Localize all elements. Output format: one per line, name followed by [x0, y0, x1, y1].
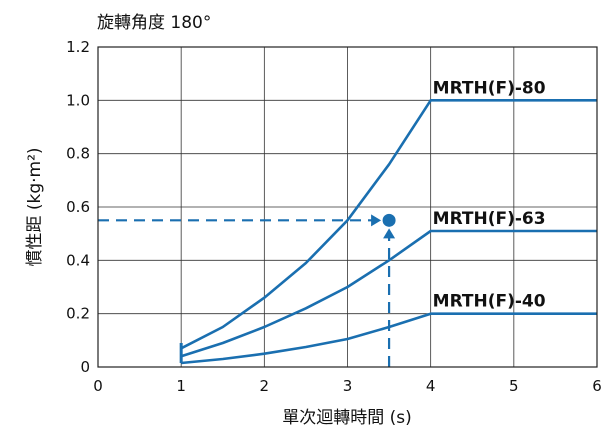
x-tick-label: 2 [260, 377, 270, 395]
y-tick-label: 0.4 [66, 251, 90, 269]
x-axis-title: 單次迴轉時間 (s) [282, 408, 412, 428]
x-tick-label: 0 [93, 377, 103, 395]
series-label-mrth-f-80: MRTH(F)-80 [433, 78, 546, 98]
x-tick-label: 1 [176, 377, 186, 395]
tick-labels: 0 1 2 3 4 5 6 0 0.2 0.4 0.6 0.8 1.0 1.2 [66, 38, 602, 395]
plot-frame [97, 46, 598, 368]
example-point [382, 213, 396, 227]
series-label-mrth-f-40: MRTH(F)-40 [433, 292, 546, 312]
series-label-mrth-f-63: MRTH(F)-63 [433, 209, 546, 229]
series-line-mrth-f-63 [180, 229, 597, 358]
example-arrow-up [383, 228, 396, 239]
y-axis-title: 慣性距 (kg·m²) [25, 147, 45, 266]
chart-subtitle: 旋轉角度 180° [97, 13, 211, 33]
x-tick-label: 5 [509, 377, 519, 395]
x-tick-label: 3 [343, 377, 353, 395]
y-tick-label: 0.6 [66, 198, 90, 216]
series-line-mrth-f-40 [181, 312, 597, 365]
series-line-mrth-f-80 [180, 99, 597, 350]
y-tick-label: 1.0 [66, 91, 90, 109]
x-tick-label: 6 [592, 377, 602, 395]
example-arrow-right [371, 214, 382, 227]
y-tick-label: 0.2 [66, 305, 90, 323]
x-tick-label: 4 [426, 377, 436, 395]
series-lines: MRTH(F)-80 MRTH(F)-63 MRTH(F)-40 [179, 78, 597, 365]
y-tick-label: 0 [80, 358, 90, 376]
example-reading [98, 213, 396, 367]
y-tick-label: 0.8 [66, 145, 90, 163]
y-tick-label: 1.2 [66, 38, 90, 56]
